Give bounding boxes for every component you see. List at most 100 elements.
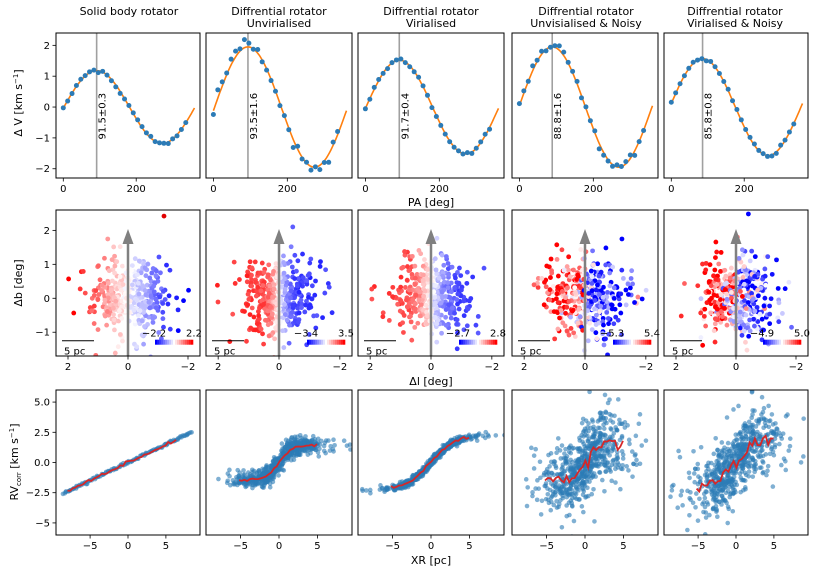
data-point — [69, 91, 75, 97]
rv-point — [783, 413, 789, 419]
data-point — [636, 139, 642, 145]
star-point — [563, 310, 568, 316]
star-point — [313, 325, 319, 331]
scalebar-label: 5 pc — [214, 347, 235, 358]
rv-point — [588, 464, 594, 469]
plot-area — [216, 433, 352, 491]
star-point — [575, 320, 581, 326]
star-point — [776, 319, 782, 325]
data-point — [765, 153, 771, 159]
star-point — [562, 323, 568, 329]
x-tick-label: −2 — [484, 362, 499, 373]
data-point — [148, 133, 154, 139]
star-point — [150, 316, 156, 321]
star-point — [294, 268, 299, 274]
star-point — [135, 272, 140, 278]
rv-point — [600, 477, 605, 483]
star-point — [412, 275, 418, 281]
star-point — [111, 305, 116, 311]
data-point — [695, 57, 701, 63]
star-point — [620, 276, 626, 281]
rv-point — [612, 413, 617, 419]
star-point — [266, 333, 272, 339]
star-point — [454, 346, 460, 352]
star-point — [409, 272, 415, 277]
y-tick-label: 0.0 — [34, 458, 50, 469]
data-point — [583, 104, 589, 110]
rv-point — [523, 477, 529, 482]
star-point — [700, 261, 705, 267]
star-point — [287, 322, 292, 328]
star-point — [542, 279, 547, 285]
star-point — [150, 320, 156, 325]
data-point — [157, 140, 163, 146]
data-point — [521, 88, 527, 94]
rv-point — [633, 433, 639, 439]
star-point — [595, 261, 601, 267]
star-point — [623, 302, 629, 308]
data-point — [627, 152, 633, 158]
rv-point — [770, 484, 776, 489]
rv-point — [697, 496, 702, 502]
star-point — [271, 286, 277, 292]
sky-panel-5: 5 pc−4.9 5.02 0 −2 — [663, 209, 810, 373]
star-point — [292, 295, 297, 301]
colorbar-swatch — [773, 339, 776, 345]
star-point — [289, 264, 295, 270]
star-point — [702, 306, 708, 312]
star-point — [744, 347, 750, 353]
data-point — [751, 141, 757, 147]
star-point — [743, 306, 749, 312]
star-point — [253, 327, 258, 333]
rv-point — [597, 434, 603, 439]
star-point — [628, 276, 634, 281]
rv-point — [750, 412, 755, 417]
data-point — [791, 121, 797, 127]
star-point — [244, 279, 250, 285]
rv-point — [592, 428, 597, 433]
data-point — [769, 153, 775, 159]
star-point — [290, 302, 296, 308]
star-point — [461, 298, 467, 304]
rv-point — [746, 469, 752, 474]
star-point — [470, 274, 476, 280]
star-point — [718, 250, 724, 255]
star-point — [593, 322, 599, 328]
star-point — [555, 300, 561, 305]
pa-panel-5: 85.8±0.80 200 — [663, 32, 809, 195]
rv-point — [331, 437, 336, 443]
rv-point — [588, 473, 593, 478]
colorbar-swatch — [163, 339, 166, 345]
rv-point — [639, 443, 645, 448]
column-title-2-line2: Unvirialised — [247, 17, 312, 30]
rv-point — [643, 438, 649, 443]
star-point — [456, 281, 462, 287]
data-point — [264, 67, 270, 73]
colorbar-swatch — [177, 339, 180, 345]
y-tick-label: 0 — [44, 103, 50, 114]
column-title-1-line1: Solid body rotator — [80, 5, 179, 18]
rv-point — [691, 471, 697, 476]
star-point — [596, 273, 602, 279]
star-point — [722, 306, 727, 311]
colorbar-swatch — [617, 339, 620, 345]
star-point — [432, 300, 438, 306]
colorbar-swatch — [471, 339, 474, 345]
star-point — [454, 297, 460, 303]
star-point — [281, 345, 287, 350]
rv-point — [611, 447, 617, 452]
data-point — [326, 159, 332, 165]
star-point — [295, 305, 301, 311]
star-point — [153, 305, 159, 311]
colorbar-max-label: 5.0 — [794, 329, 810, 340]
pa-panel-frame — [511, 32, 659, 179]
data-point — [570, 68, 576, 74]
column-title-4-line1: Diffrential rotator — [538, 5, 634, 18]
star-point — [625, 281, 631, 287]
rv-point — [571, 445, 576, 451]
rv-point — [259, 484, 265, 489]
rv-point — [529, 445, 534, 451]
star-point — [789, 324, 794, 330]
rv-point — [564, 490, 570, 495]
rv-point — [787, 436, 793, 441]
